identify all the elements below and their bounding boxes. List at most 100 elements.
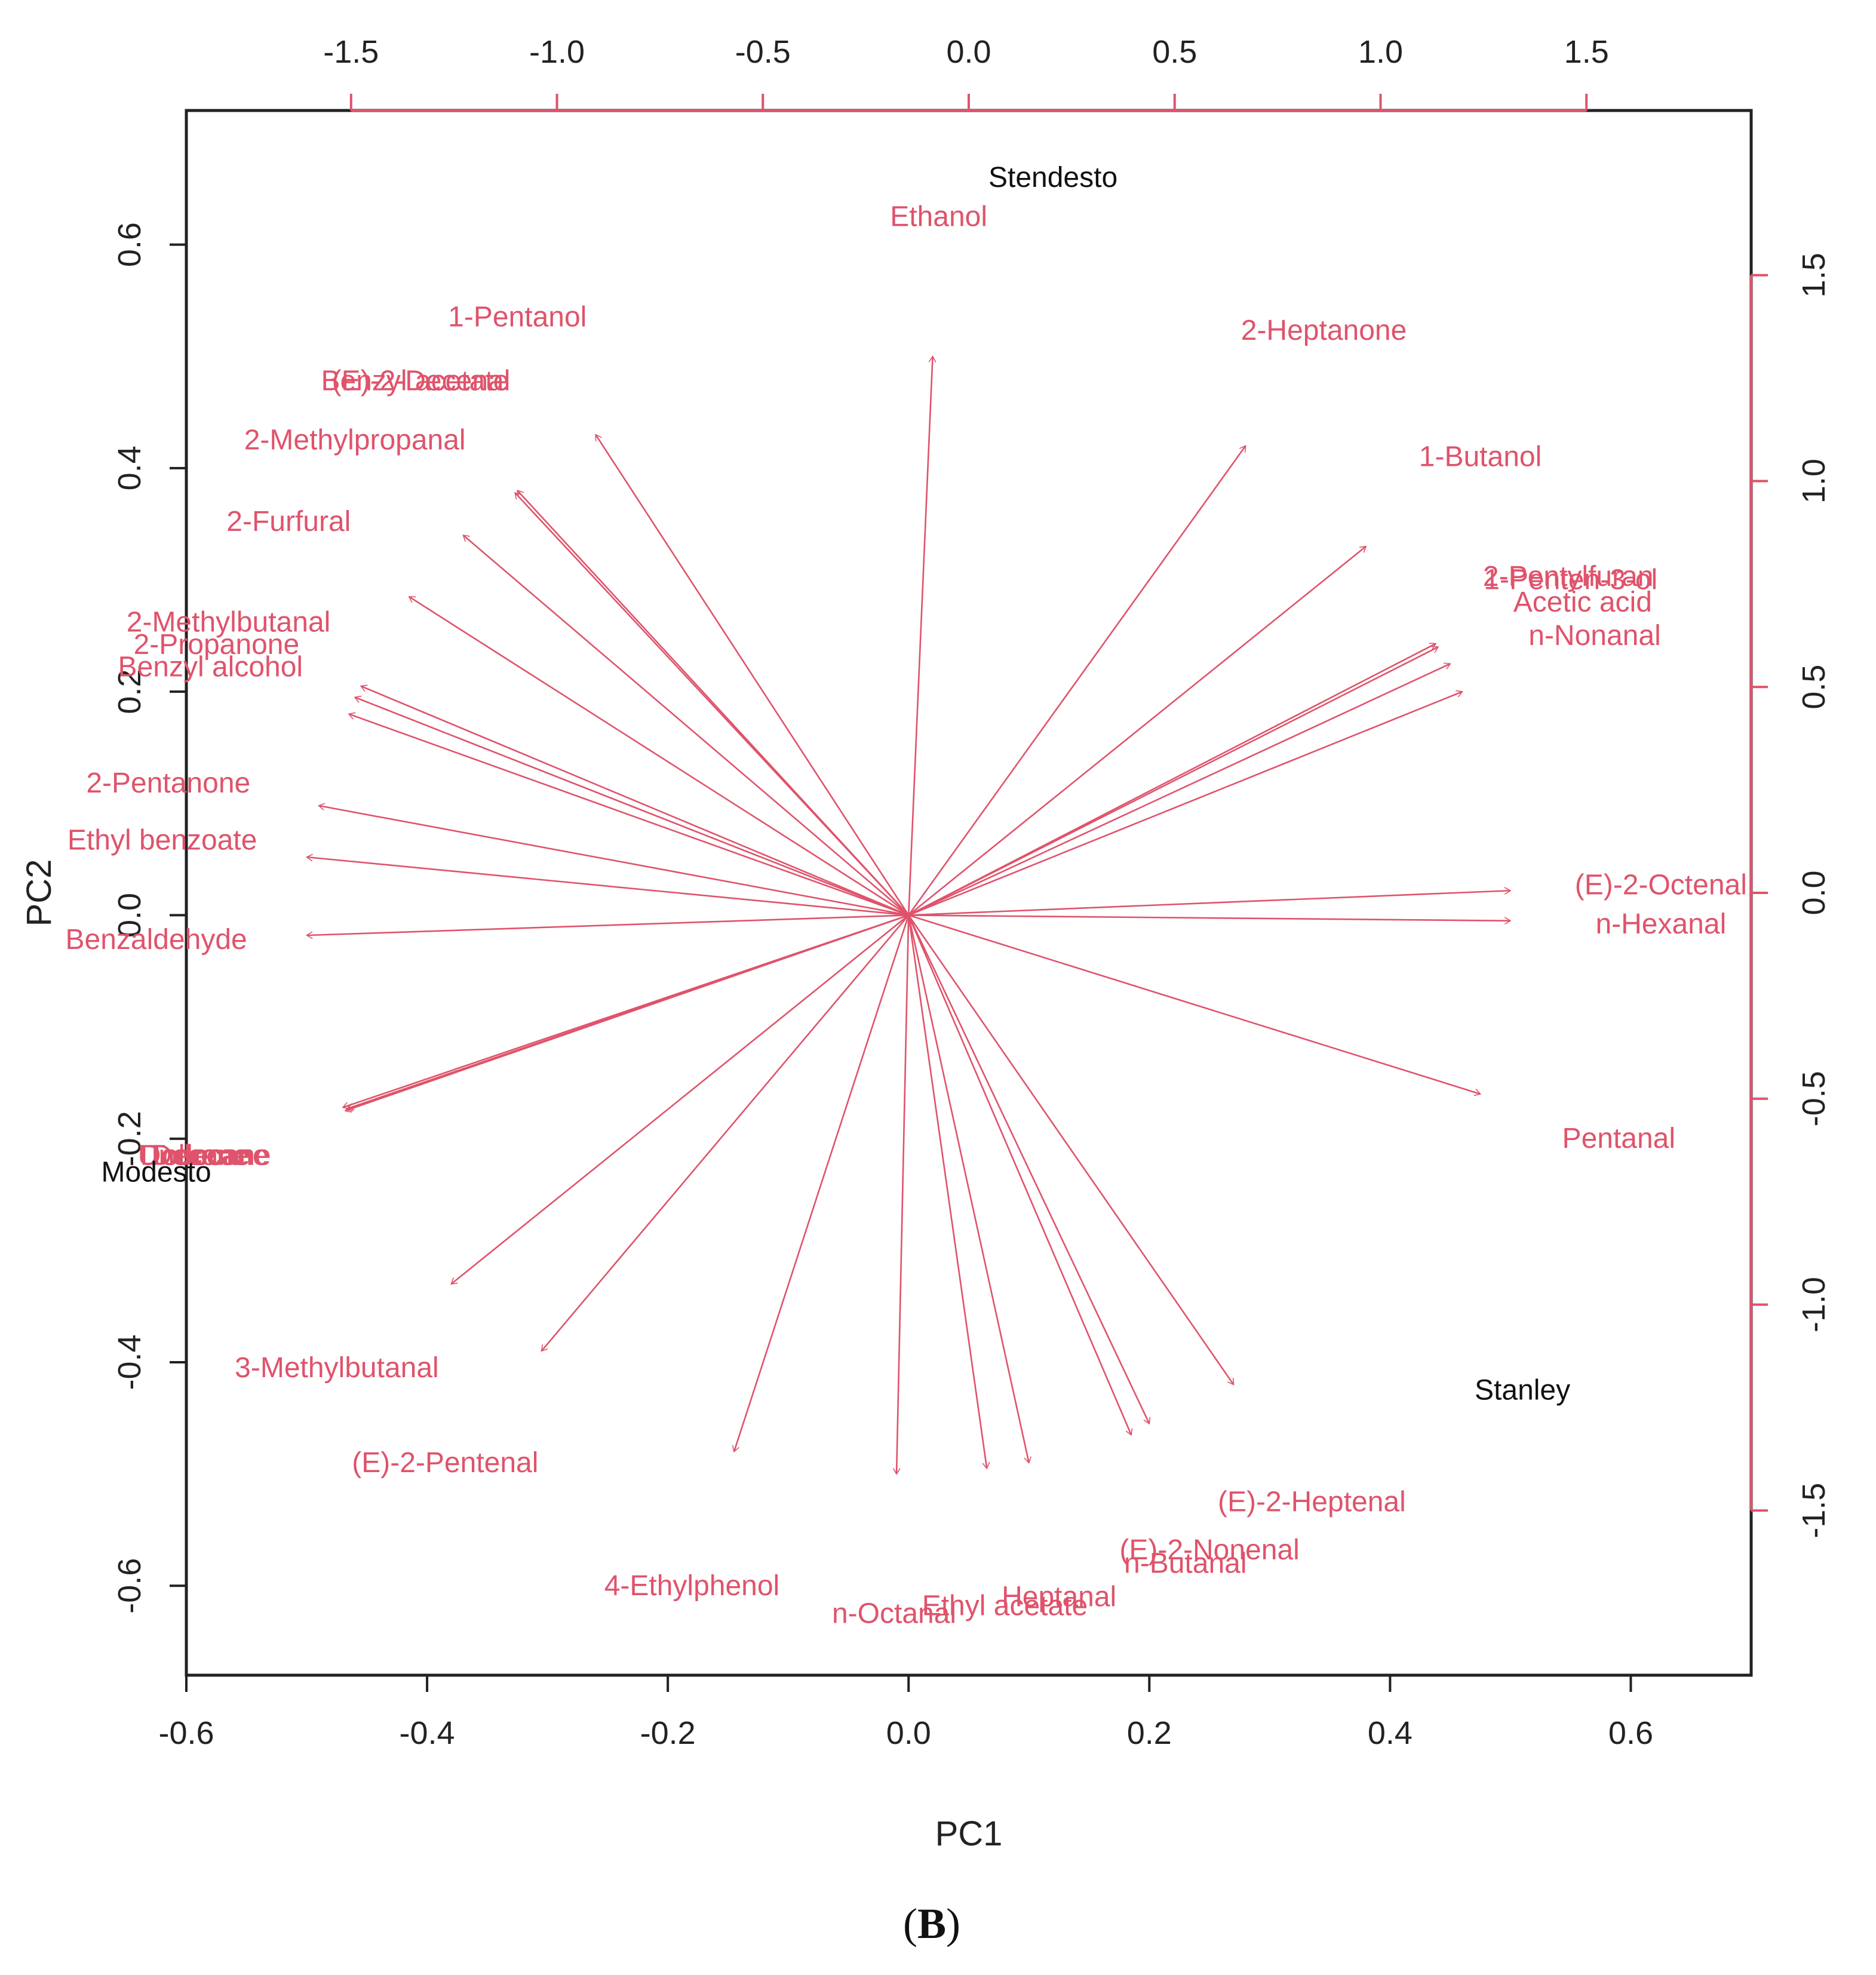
top-axis: -1.5 -1.0 -0.5 0.0 0.5 1.0 1.5 — [323, 34, 1609, 112]
variable-label: Ethyl acetate — [922, 1590, 1088, 1621]
right-tick-label: 0.5 — [1796, 665, 1832, 709]
y-tick-label: -0.2 — [112, 1111, 148, 1166]
right-tick-label: 0.0 — [1796, 870, 1832, 915]
observation-label: Modesto — [102, 1156, 211, 1188]
variable-label: n-Hexanal — [1595, 908, 1726, 940]
loading-arrow — [595, 435, 910, 916]
loading-arrow — [908, 914, 1235, 1384]
y-tick-label: 0.6 — [112, 222, 148, 267]
loading-arrow — [451, 914, 910, 1285]
y-tick-label: 0.2 — [112, 669, 148, 714]
loading-arrow — [908, 664, 1450, 916]
bottom-axis: -0.6 -0.4 -0.2 0.0 0.2 0.4 0.6 — [158, 1674, 1653, 1751]
x-tick-label: 0.4 — [1368, 1715, 1413, 1751]
x-tick-label: 0.6 — [1608, 1715, 1653, 1751]
observation-labels: Stendesto Modesto Stanley — [102, 162, 1571, 1406]
variable-label: (E)-2-Octenal — [1575, 869, 1747, 901]
variable-label: n-Nonanal — [1528, 620, 1660, 652]
loading-arrow — [908, 545, 1366, 916]
observation-label: Stanley — [1475, 1374, 1570, 1406]
variable-label: 2-Methylbutanal — [127, 607, 331, 638]
variable-label: 2-Pentylfuran — [1483, 561, 1654, 592]
variable-label: (E)-2-Nonenal — [1119, 1534, 1299, 1566]
variable-label: 2-Furfural — [226, 506, 351, 537]
panel-label-close: ) — [946, 1900, 960, 1948]
observation-label: Stendesto — [988, 162, 1117, 193]
loading-arrow — [307, 914, 909, 935]
top-tick-label: 0.0 — [946, 34, 991, 70]
top-tick-label: -1.0 — [529, 34, 585, 70]
loading-arrow — [361, 686, 909, 916]
left-axis: -0.6 -0.4 -0.2 0.0 0.2 0.4 0.6 — [112, 222, 188, 1614]
y-tick-label: -0.6 — [112, 1558, 148, 1614]
variable-label: Heptanal — [1002, 1581, 1116, 1613]
variable-label: 2-Methylpropanal — [244, 425, 466, 456]
loading-arrow — [307, 857, 909, 916]
top-tick-label: 1.0 — [1358, 34, 1403, 70]
variable-label: Ethanol — [890, 201, 987, 232]
right-axis: -1.5 -1.0 -0.5 0.0 0.5 1.0 1.5 — [1750, 253, 1832, 1538]
variable-label: n-Butanal — [1124, 1547, 1246, 1579]
x-tick-label: 0.0 — [886, 1715, 931, 1751]
variable-label: Decane — [151, 1139, 250, 1171]
variable-label: (E)-2-Decenal — [332, 365, 511, 397]
variable-label: 2-Pentanone — [86, 767, 250, 799]
top-tick-label: 1.5 — [1564, 34, 1609, 70]
top-tick-label: 0.5 — [1152, 34, 1197, 70]
loading-arrow — [908, 914, 1510, 920]
loading-arrow — [319, 806, 909, 916]
variable-label: Benzyl alcohol — [118, 651, 303, 683]
loading-arrow — [907, 915, 987, 1468]
loading-arrow — [908, 692, 1462, 916]
x-axis-title: PC1 — [935, 1814, 1003, 1853]
loading-arrow — [908, 914, 1131, 1435]
y-tick-label: 0.4 — [112, 446, 148, 490]
panel-label: (B) — [903, 1900, 960, 1948]
loading-arrow — [409, 595, 909, 916]
variable-label: Acetic acid — [1513, 586, 1652, 618]
variable-label: Toluene — [148, 1139, 248, 1171]
panel-label-open: ( — [903, 1900, 917, 1948]
plot-frame — [185, 109, 1753, 1677]
variable-label: Pentanal — [1562, 1123, 1676, 1154]
loading-arrows — [307, 357, 1510, 1474]
x-tick-label: -0.6 — [158, 1715, 214, 1751]
variable-label: 2-Propanone — [134, 629, 300, 661]
right-tick-label: -0.5 — [1796, 1071, 1832, 1126]
x-tick-label: -0.2 — [640, 1715, 696, 1751]
loading-arrow — [908, 890, 1510, 916]
loading-arrow — [734, 915, 910, 1451]
variable-label: Undecane — [138, 1139, 269, 1171]
variable-label: Benzyl acetate — [321, 365, 509, 397]
right-tick-label: 1.5 — [1796, 253, 1832, 297]
x-tick-label: -0.4 — [400, 1715, 455, 1751]
loading-arrow — [463, 535, 910, 916]
loading-arrow — [355, 698, 909, 916]
variable-label: Dodecane — [140, 1139, 271, 1171]
loading-arrow — [542, 914, 910, 1351]
variable-label: 3-Methylbutanal — [235, 1352, 439, 1384]
variable-label: (E)-2-Heptenal — [1218, 1486, 1406, 1518]
loading-arrow — [349, 714, 909, 916]
right-tick-label: -1.0 — [1796, 1277, 1832, 1332]
variable-label: Ethyl benzoate — [67, 825, 257, 856]
top-tick-label: -1.5 — [323, 34, 379, 70]
loading-arrow — [908, 446, 1246, 916]
loading-arrow — [896, 915, 910, 1474]
top-tick-label: -0.5 — [735, 34, 791, 70]
variable-label: n-Octanal — [832, 1598, 956, 1630]
loading-arrow — [908, 914, 1149, 1423]
right-tick-label: 1.0 — [1796, 459, 1832, 503]
x-tick-label: 0.2 — [1127, 1715, 1172, 1751]
loading-arrow — [907, 915, 1029, 1463]
panel-label-letter: B — [917, 1900, 946, 1948]
variable-label: 1-Pentanol — [448, 302, 587, 333]
loading-arrow — [515, 493, 910, 916]
y-tick-label: 0.0 — [112, 893, 148, 938]
y-tick-label: -0.4 — [112, 1334, 148, 1390]
variable-labels: Ethanol 1-Pentanol Benzyl acetate(E)-2-Dec… — [65, 201, 1746, 1629]
loading-arrow — [348, 914, 909, 1108]
variable-label: 2-Heptanone — [1241, 315, 1407, 346]
loading-arrow — [908, 914, 1480, 1094]
